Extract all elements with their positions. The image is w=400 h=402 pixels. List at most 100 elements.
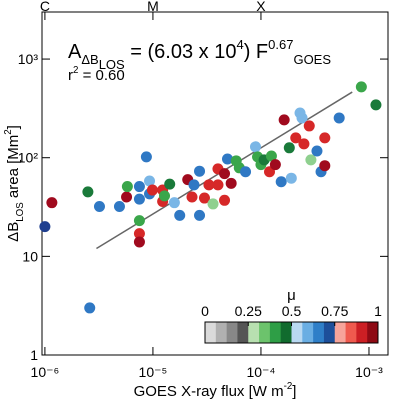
- colorbar-swatch: [323, 322, 336, 343]
- data-point: [84, 302, 96, 314]
- x-tick-label: 10⁻³: [355, 364, 383, 380]
- data-point: [333, 112, 345, 124]
- x-tick-label: 10⁻⁴: [246, 364, 275, 380]
- data-point: [285, 172, 297, 184]
- data-point: [133, 236, 145, 248]
- text-piece: r: [68, 67, 73, 84]
- data-point: [93, 201, 105, 213]
- text-piece: A: [68, 41, 82, 63]
- text-piece: ]: [292, 383, 296, 400]
- colorbar-tick-label: 0.75: [321, 303, 348, 319]
- text-piece: 0.67: [268, 37, 293, 52]
- x2-tick-label: X: [256, 0, 266, 14]
- data-point: [140, 151, 152, 163]
- text-piece: ΔB: [5, 222, 22, 242]
- x-tick-label: 10⁻⁵: [139, 364, 168, 380]
- data-point: [133, 181, 145, 193]
- colorbar-swatch: [356, 322, 368, 343]
- data-point: [194, 165, 206, 177]
- data-point: [188, 179, 200, 191]
- colorbar-tick-label: 0.25: [235, 303, 262, 319]
- data-point: [296, 112, 308, 124]
- data-point: [249, 141, 261, 153]
- x-tick-label: 10⁻⁶: [31, 364, 60, 380]
- text-piece: = 0.60: [78, 67, 124, 84]
- colorbar-swatch: [226, 322, 238, 343]
- data-point: [113, 201, 125, 213]
- colorbar-swatch: [367, 322, 379, 343]
- data-point: [275, 176, 287, 188]
- colorbar-swatch: [269, 322, 281, 343]
- data-point: [221, 153, 233, 165]
- data-point: [82, 186, 94, 198]
- data-point: [303, 120, 315, 132]
- text-piece: ΔB: [81, 52, 98, 67]
- data-point: [269, 159, 281, 171]
- data-point: [319, 160, 331, 172]
- text-piece: area [Mm: [5, 135, 22, 203]
- data-point: [144, 175, 156, 187]
- text-piece: ) F: [244, 41, 268, 63]
- x2-tick-label: C: [40, 0, 50, 14]
- data-point: [311, 145, 323, 157]
- rich-text: AΔBLOS = (6.03 x 104) F0.67GOES: [68, 37, 331, 72]
- y-tick-label: 10: [22, 248, 38, 264]
- colorbar-swatch: [248, 322, 260, 343]
- data-point: [319, 132, 331, 144]
- text-piece: LOS: [99, 57, 125, 72]
- text-piece: 4: [236, 37, 243, 52]
- y-tick-label: 10³: [18, 51, 39, 67]
- text-piece: -2: [284, 381, 293, 392]
- data-point: [305, 154, 317, 166]
- data-point: [278, 114, 290, 126]
- colorbar-swatch: [205, 322, 217, 343]
- colorbar-swatch: [291, 322, 303, 343]
- plot-frame: [41, 11, 389, 356]
- data-point: [207, 198, 219, 210]
- data-point: [164, 178, 176, 190]
- data-point: [212, 179, 224, 191]
- rich-text: ΔBLOS area [Mm2]: [3, 125, 25, 242]
- data-point: [39, 221, 51, 233]
- data-point: [133, 228, 145, 240]
- text-piece: ]: [5, 125, 22, 129]
- data-point: [46, 197, 58, 209]
- text-piece: LOS: [15, 202, 26, 222]
- colorbar-swatch: [215, 322, 227, 343]
- colorbar-label: μ: [287, 287, 296, 304]
- data-point: [355, 81, 367, 93]
- data-point: [186, 191, 198, 203]
- data-point: [121, 191, 133, 203]
- data-point: [133, 193, 145, 205]
- colorbar-swatch: [280, 322, 292, 343]
- text-piece: GOES X-ray flux [W m: [134, 383, 284, 400]
- data-point: [219, 168, 231, 180]
- data-point: [283, 142, 295, 154]
- data-point: [240, 166, 252, 178]
- y-tick-label: 10²: [18, 150, 39, 166]
- text-piece: 2: [73, 65, 78, 76]
- data-point: [298, 138, 310, 150]
- data-point: [159, 190, 171, 202]
- data-point: [219, 194, 231, 206]
- text-piece: GOES: [293, 52, 331, 67]
- colorbar-swatch: [345, 322, 357, 343]
- data-point: [133, 215, 145, 227]
- data-point: [198, 192, 210, 204]
- y-tick-label: 1: [30, 347, 38, 363]
- colorbar-tick-label: 0: [201, 303, 209, 319]
- data-point: [225, 177, 237, 189]
- colorbar-swatch: [334, 322, 346, 343]
- data-point: [370, 99, 382, 111]
- text-piece: 2: [3, 129, 14, 134]
- text-piece: = (6.03 x 10: [125, 41, 237, 63]
- x2-tick-label: M: [147, 0, 159, 14]
- data-point: [146, 184, 158, 196]
- colorbar-swatch: [313, 322, 325, 343]
- colorbar-swatch: [302, 322, 314, 343]
- colorbar-swatch: [259, 322, 271, 343]
- data-point: [194, 209, 206, 221]
- data-point: [121, 181, 133, 193]
- data-point: [203, 179, 215, 191]
